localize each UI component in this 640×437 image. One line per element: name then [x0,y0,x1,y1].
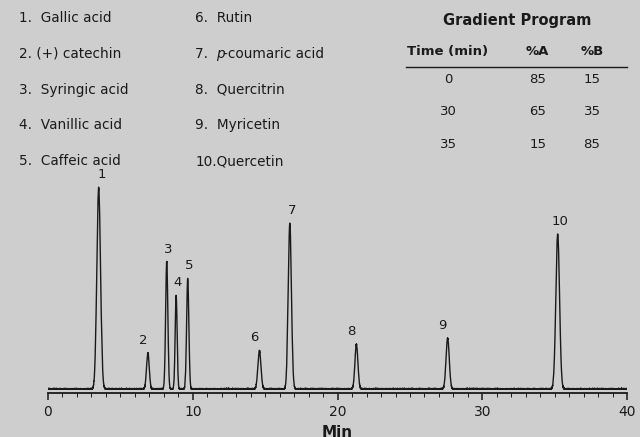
Text: %B: %B [580,45,604,58]
Text: 8.  Quercitrin: 8. Quercitrin [195,83,285,97]
Text: 2: 2 [139,333,147,347]
Text: 85: 85 [529,73,546,86]
Text: 4.  Vanillic acid: 4. Vanillic acid [19,118,122,132]
X-axis label: Min: Min [322,425,353,437]
Text: 15: 15 [529,138,546,151]
Text: 4: 4 [173,277,182,289]
Text: 1.  Gallic acid: 1. Gallic acid [19,11,112,25]
Text: p: p [216,47,224,61]
Text: 6: 6 [250,331,259,344]
Text: 6.  Rutin: 6. Rutin [195,11,252,25]
Text: 65: 65 [529,105,546,118]
Text: %A: %A [526,45,549,58]
Text: 8: 8 [347,325,356,338]
Text: 15: 15 [584,73,600,86]
Text: 3: 3 [164,243,172,256]
Text: 85: 85 [584,138,600,151]
Text: 7.: 7. [195,47,212,61]
Text: 9: 9 [438,319,447,332]
Text: Gradient Program: Gradient Program [443,13,591,28]
Text: 3.  Syringic acid: 3. Syringic acid [19,83,129,97]
Text: 0: 0 [444,73,452,86]
Text: 9.  Myricetin: 9. Myricetin [195,118,280,132]
Text: -coumaric acid: -coumaric acid [223,47,324,61]
Text: 35: 35 [440,138,456,151]
Text: 2. (+) catechin: 2. (+) catechin [19,47,122,61]
Text: 1: 1 [97,168,106,181]
Text: 30: 30 [440,105,456,118]
Text: 10.Quercetin: 10.Quercetin [195,154,284,168]
Text: 7: 7 [288,204,296,217]
Text: 35: 35 [584,105,600,118]
Text: 5: 5 [185,259,194,272]
Text: Time (min): Time (min) [408,45,488,58]
Text: 5.  Caffeic acid: 5. Caffeic acid [19,154,121,168]
Text: 10: 10 [552,215,568,228]
